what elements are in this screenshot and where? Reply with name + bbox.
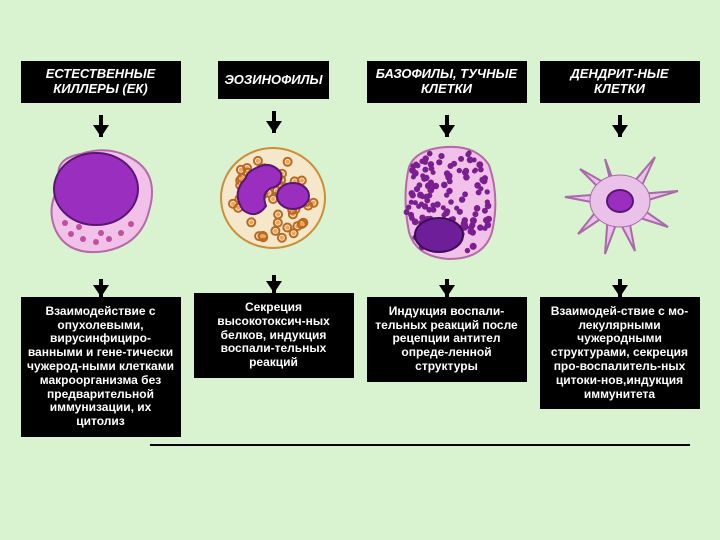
columns-container: ЕСТЕСТВЕННЫЕ КИЛЛЕРЫ (ЕК) В xyxy=(0,43,720,437)
cell-basophil xyxy=(372,137,522,267)
underline xyxy=(150,444,690,446)
arrow-down-icon xyxy=(266,121,282,133)
arrow-down-icon xyxy=(612,125,628,137)
desc-basophil: Индукция воспали-тельных реакций после р… xyxy=(367,297,527,382)
eos-nucleus-2 xyxy=(277,183,309,209)
arrow-down-icon xyxy=(93,285,109,297)
desc-eosinophil: Секреция высокотоксич-ных белков, индукц… xyxy=(194,293,354,378)
col-dendritic: ДЕНДРИТ-НЫЕ КЛЕТКИ Взаимодей-ствие с мо-… xyxy=(540,61,700,437)
arrow-down-icon xyxy=(439,285,455,297)
label-dendritic: ДЕНДРИТ-НЫЕ КЛЕТКИ xyxy=(540,61,700,103)
arrow-down-icon xyxy=(266,281,282,293)
cell-dendritic xyxy=(545,137,695,267)
col-nk: ЕСТЕСТВЕННЫЕ КИЛЛЕРЫ (ЕК) В xyxy=(21,61,181,437)
desc-nk: Взаимодействие с опухолевыми, вирусинфиц… xyxy=(21,297,181,437)
desc-dendritic: Взаимодей-ствие с мо-лекулярными чужерод… xyxy=(540,297,700,410)
col-basophil: БАЗОФИЛЫ, ТУЧНЫЕ КЛЕТКИ Индукция воспали… xyxy=(367,61,527,437)
arrow-down-icon xyxy=(93,125,109,137)
arrow-down-icon xyxy=(439,125,455,137)
label-eosinophil: ЭОЗИНОФИЛЫ xyxy=(218,61,328,99)
arrow-down-icon xyxy=(612,285,628,297)
label-nk: ЕСТЕСТВЕННЫЕ КИЛЛЕРЫ (ЕК) xyxy=(21,61,181,103)
dend-nucleus xyxy=(607,190,633,212)
nk-nucleus xyxy=(54,153,138,225)
cell-nk xyxy=(26,137,176,267)
col-eosinophil: ЭОЗИНОФИЛЫ Секреция высокотоксич-ных бел… xyxy=(194,61,354,437)
label-basophil: БАЗОФИЛЫ, ТУЧНЫЕ КЛЕТКИ xyxy=(367,61,527,103)
baso-nucleus xyxy=(415,218,463,252)
cell-eosinophil xyxy=(199,133,349,263)
